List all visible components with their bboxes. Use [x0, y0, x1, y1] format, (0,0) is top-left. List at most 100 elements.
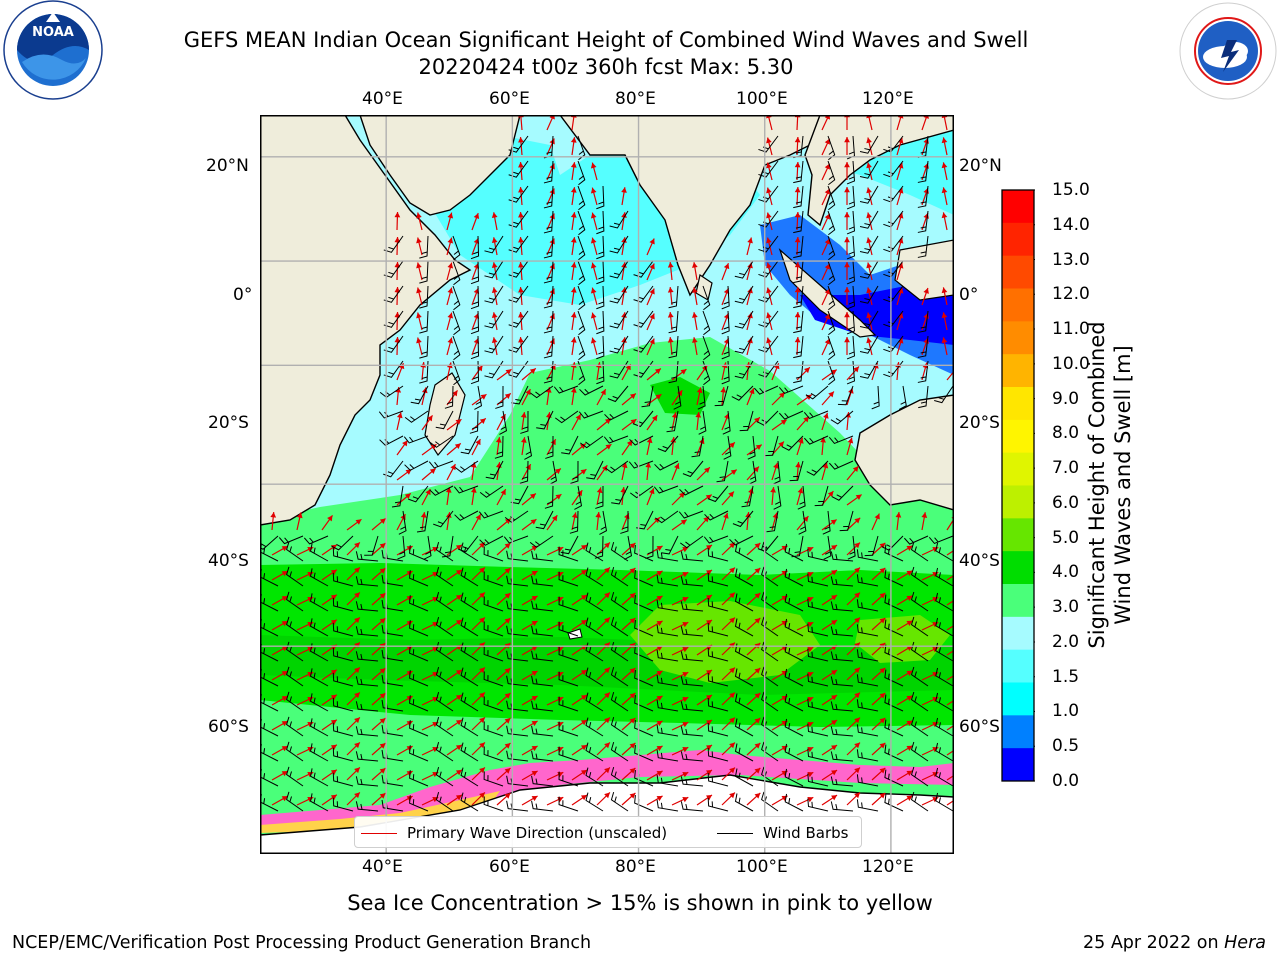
wind-barb: [508, 285, 529, 303]
wave-direction-arrow: [946, 674, 954, 681]
wind-barb: [830, 726, 854, 737]
wind-barb: [549, 460, 558, 485]
colorbar-tick-label: 0.5: [1052, 736, 1080, 757]
wind-barb: [758, 310, 779, 328]
wind-barb: [707, 772, 729, 787]
wave-direction-arrowhead: [844, 337, 850, 343]
wind-barb: [355, 651, 379, 662]
wind-barb: [793, 260, 804, 284]
wave-direction-arrowhead: [897, 162, 904, 169]
wind-barb: [508, 235, 529, 253]
wave-direction-arrowhead: [754, 417, 760, 424]
wind-barb: [707, 597, 729, 612]
wave-direction-arrowhead: [667, 287, 674, 293]
wind-barb: [859, 360, 879, 379]
wave-direction-arrowhead: [330, 669, 337, 676]
wind-barb: [484, 360, 504, 379]
wave-direction-arrowhead: [773, 462, 779, 469]
wind-barb: [935, 567, 954, 587]
wave-direction-arrowhead: [629, 617, 636, 624]
wave-direction-arrowhead: [379, 618, 386, 624]
wind-barb: [680, 651, 704, 662]
wind-barb: [758, 185, 779, 203]
wave-direction-arrowhead: [604, 692, 610, 699]
colorbar-tick-label: 5.0: [1052, 527, 1080, 548]
wind-barb: [702, 360, 711, 386]
lon-tick-bottom-80e: 80°E: [615, 857, 656, 877]
wave-direction-arrowhead: [766, 187, 772, 194]
wind-barb: [609, 285, 629, 304]
wave-direction-arrowhead: [866, 237, 872, 244]
wave-direction-arrowhead: [682, 746, 689, 753]
wave-direction-arrowhead: [682, 621, 689, 628]
wave-direction-arrowhead: [844, 237, 850, 243]
wind-barb: [830, 601, 854, 612]
wind-barb: [355, 726, 379, 737]
wave-direction-arrowhead: [656, 545, 663, 552]
colorbar-label-line1: Significant Height of Combined: [1085, 321, 1109, 649]
wave-direction-arrowhead: [580, 719, 587, 726]
wind-barb: [531, 675, 554, 687]
wind-barb: [470, 335, 480, 360]
wind-barb: [484, 310, 504, 329]
wave-direction-arrowhead: [452, 390, 458, 397]
wave-direction-arrowhead: [531, 596, 538, 602]
wind-barb: [474, 385, 483, 410]
colorbar-segment: [1002, 255, 1034, 289]
wave-direction-arrowhead: [491, 262, 498, 268]
wind-barb: [485, 460, 504, 480]
wind-barb: [856, 774, 879, 787]
wave-direction-arrowhead: [866, 337, 872, 344]
wave-direction-arrowhead: [866, 137, 872, 144]
wind-barb: [543, 360, 554, 384]
wave-direction-arrowhead: [778, 441, 784, 448]
wave-direction-arrowhead: [621, 312, 627, 318]
wave-direction-arrowhead: [455, 569, 462, 576]
wave-direction-arrowhead: [473, 213, 480, 220]
colorbar-segment: [1002, 321, 1034, 355]
wave-direction-arrowhead: [824, 313, 830, 320]
wave-direction-arrowhead: [518, 337, 524, 343]
wind-barb: [484, 260, 504, 279]
wind-barb: [680, 601, 704, 612]
wind-barb: [543, 260, 554, 284]
wave-direction-arrowhead: [854, 792, 860, 799]
wave-direction-arrowhead: [853, 366, 859, 373]
wave-direction-arrowhead: [330, 694, 337, 701]
wave-direction-arrowhead: [307, 721, 314, 728]
wind-barb: [460, 692, 479, 712]
wave-direction-arrowhead: [844, 137, 850, 143]
wave-direction-arrowhead: [604, 542, 610, 549]
wind-barb: [680, 776, 704, 787]
wave-direction-arrowhead: [866, 287, 872, 294]
wind-barb: [531, 575, 554, 587]
wave-direction-arrow: [946, 699, 954, 706]
wind-barb: [917, 310, 929, 333]
wind-barb: [470, 260, 480, 285]
wave-direction-arrowhead: [518, 237, 524, 243]
wind-barb: [483, 621, 504, 637]
wave-direction-arrowhead: [281, 621, 288, 627]
wave-direction-arrowhead: [706, 745, 712, 751]
wind-barb: [569, 510, 579, 534]
wind-barb: [668, 285, 679, 309]
wave-direction-arrowhead: [807, 646, 814, 653]
wave-direction-arrowhead: [941, 312, 948, 319]
wave-direction-arrowhead: [706, 570, 712, 576]
wind-barb: [827, 160, 836, 186]
wave-direction-arrowhead: [807, 696, 814, 703]
wind-barb: [558, 571, 579, 587]
wind-barb: [585, 617, 604, 637]
wave-direction-arrowhead: [649, 338, 655, 345]
wave-direction-arrowhead: [570, 387, 577, 393]
wave-direction-arrowhead: [455, 619, 462, 626]
wave-direction-arrowhead: [379, 768, 386, 774]
wave-direction-arrowhead: [518, 162, 524, 168]
indian-ocean-map: [260, 115, 954, 854]
wave-direction-arrowhead: [754, 692, 761, 699]
wind-barb: [309, 768, 329, 787]
wave-direction-arrowhead: [645, 462, 652, 468]
wind-barb: [846, 210, 856, 235]
wave-direction-arrowhead: [427, 415, 433, 422]
wave-direction-arrowhead: [879, 542, 886, 549]
